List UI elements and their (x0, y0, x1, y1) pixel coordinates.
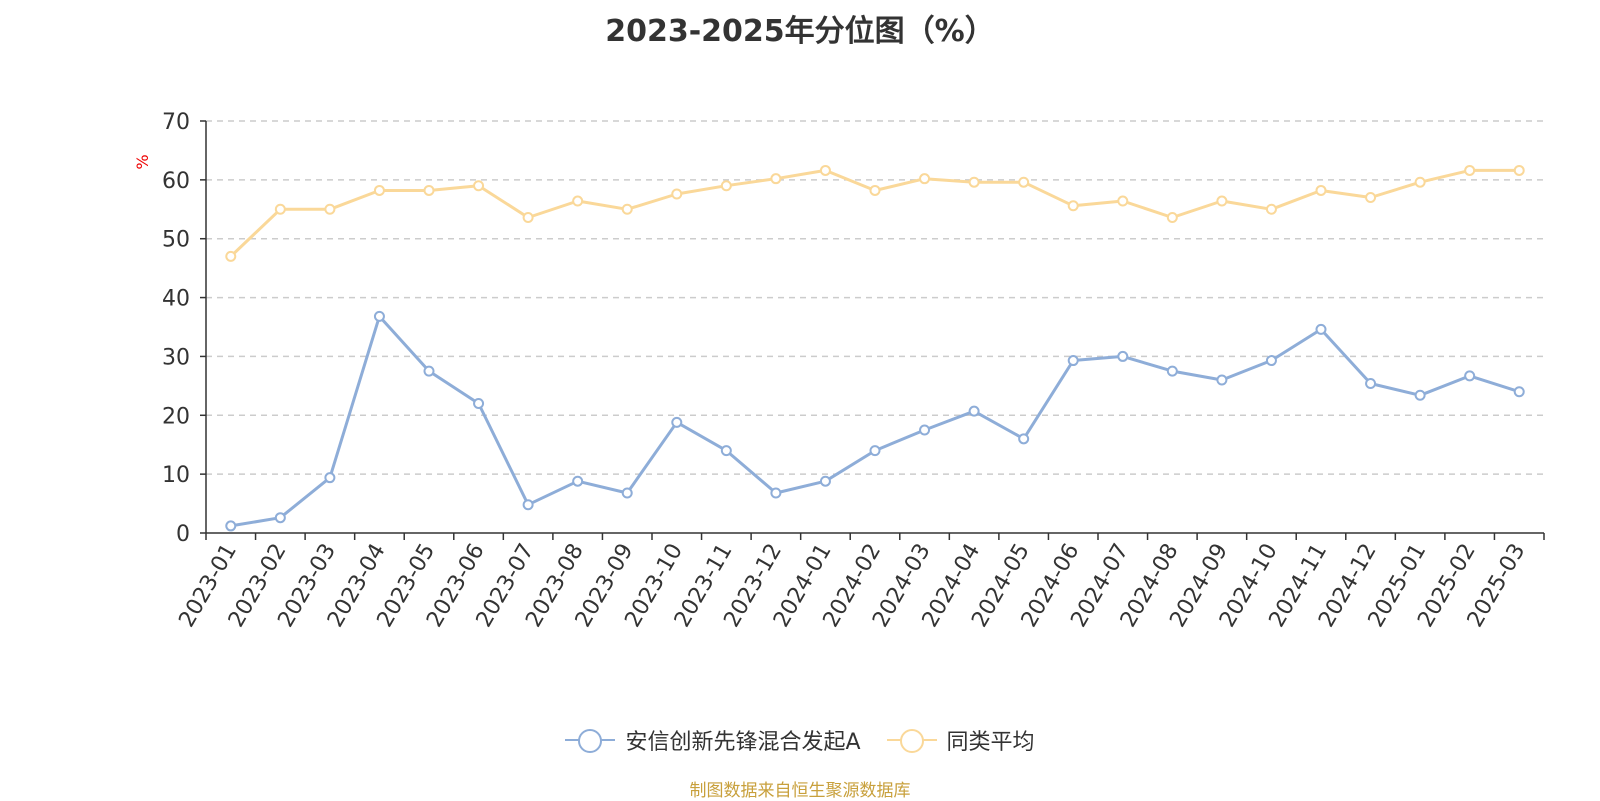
series-0-point (819, 475, 831, 487)
legend-marker-average (886, 728, 937, 753)
y-tick-label: 70 (162, 110, 190, 135)
series-1-point (1265, 203, 1277, 215)
y-tick-label: 0 (176, 522, 190, 547)
series-0-point (869, 445, 881, 457)
series-0-point (225, 520, 237, 532)
series-0-point (324, 472, 336, 484)
series-1-point (621, 203, 633, 215)
series-1-point (423, 184, 435, 196)
series-1-point (324, 203, 336, 215)
series-1-point (522, 212, 534, 224)
series-0-point (522, 499, 534, 511)
series-1-point (1018, 176, 1030, 188)
series-1-point (1365, 192, 1377, 204)
series-1-point (720, 180, 732, 192)
series-0-point (1464, 370, 1476, 382)
legend-item-average[interactable]: 同类平均 (886, 724, 1035, 756)
series-1-point (373, 184, 385, 196)
series-0-point (1265, 355, 1277, 367)
chart-legend: 安信创新先锋混合发起A 同类平均 (0, 722, 1600, 758)
series-0-point (621, 487, 633, 499)
series-0-point (968, 405, 980, 417)
series-1-point (869, 184, 881, 196)
series-0-point (1216, 374, 1228, 386)
series-0-point (572, 475, 584, 487)
series-0-point (274, 512, 286, 524)
legend-item-fund[interactable]: 安信创新先锋混合发起A (565, 724, 861, 756)
series-1-point (1117, 195, 1129, 207)
series-0-point (423, 365, 435, 377)
series-1-point (1067, 200, 1079, 212)
series-1-point (770, 173, 782, 185)
series-1-point (671, 188, 683, 200)
series-1-point (1464, 164, 1476, 176)
legend-label-average: 同类平均 (946, 730, 1035, 755)
series-1-point (572, 195, 584, 207)
series-0-point (1067, 355, 1079, 367)
legend-label-fund: 安信创新先锋混合发起A (625, 730, 861, 755)
series-1-point (225, 250, 237, 262)
y-tick-label: 60 (162, 169, 190, 194)
series-0-point (1513, 386, 1525, 398)
series-0-point (1315, 323, 1327, 335)
series-1-point (1216, 195, 1228, 207)
y-tick-label: 50 (162, 228, 190, 253)
series-0-point (770, 487, 782, 499)
series-0-point (1018, 433, 1030, 445)
y-tick-label: 40 (162, 287, 190, 312)
series-line-0 (230, 314, 1520, 528)
series-0-point (1166, 365, 1178, 377)
series-0-point (1117, 350, 1129, 362)
series-0-point (473, 398, 485, 410)
data-source-note: 制图数据来自恒生聚源数据库 (689, 781, 911, 801)
series-1-point (473, 180, 485, 192)
chart-title: 2023-2025年分位图（%） (605, 14, 995, 49)
series-0-point (720, 445, 732, 457)
series-1-point (919, 173, 931, 185)
series-0-point (1414, 389, 1426, 401)
series-0-point (671, 416, 683, 428)
legend-marker-fund (565, 728, 616, 753)
y-tick-label: 20 (162, 404, 190, 429)
y-tick-label: 30 (162, 345, 190, 370)
series-line-1 (229, 168, 1520, 258)
series-1-point (819, 164, 831, 176)
y-tick-label: 10 (162, 463, 190, 488)
series-1-point (1414, 176, 1426, 188)
series-1-point (1166, 212, 1178, 224)
series-0-point (373, 310, 385, 322)
y-axis-label: % (133, 154, 152, 169)
series-1-point (274, 203, 286, 215)
series-0-point (1365, 378, 1377, 390)
series-1-point (1315, 184, 1327, 196)
series-1-point (968, 176, 980, 188)
series-0-point (919, 424, 931, 436)
series-1-point (1513, 164, 1525, 176)
